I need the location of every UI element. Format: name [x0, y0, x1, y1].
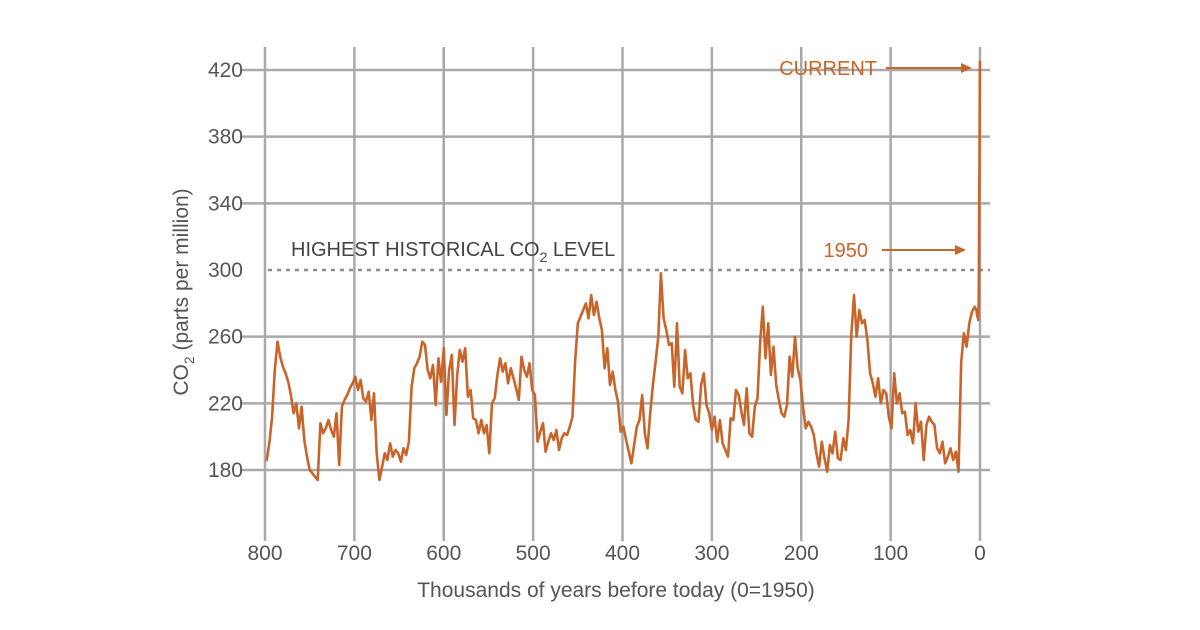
x-tick-labels: 800 700 600 500 400 300 200 100 0	[247, 542, 985, 565]
y-tick-labels: 180 220 260 300 340 380 420	[208, 59, 243, 482]
y-tick-220: 220	[208, 392, 243, 415]
y-tick-300: 300	[208, 259, 243, 282]
x-tick-600: 600	[426, 542, 461, 565]
x-tick-800: 800	[247, 542, 282, 565]
highest-historical-level-label: HIGHEST HISTORICAL CO2 LEVEL	[291, 239, 615, 265]
x-tick-500: 500	[516, 542, 551, 565]
y-tick-260: 260	[208, 326, 243, 349]
annotations: CURRENT 1950	[779, 58, 972, 262]
x-tick-100: 100	[873, 542, 908, 565]
x-tick-300: 300	[694, 542, 729, 565]
annotation-1950-arrowhead-icon	[955, 245, 966, 255]
y-tick-380: 380	[208, 126, 243, 149]
x-tick-200: 200	[784, 542, 819, 565]
x-tick-0: 0	[974, 542, 986, 565]
x-tick-700: 700	[337, 542, 372, 565]
y-tick-420: 420	[208, 59, 243, 82]
y-axis-label: CO2 (parts per million)	[170, 188, 197, 395]
x-tick-400: 400	[605, 542, 640, 565]
vertical-gridlines	[263, 47, 982, 541]
x-axis-label: Thousands of years before today (0=1950)	[417, 579, 815, 602]
co2-series-line	[265, 60, 982, 482]
y-tick-180: 180	[208, 459, 243, 482]
annotation-current-arrowhead-icon	[961, 63, 972, 73]
y-tick-340: 340	[208, 192, 243, 215]
horizontal-gridlines	[240, 68, 990, 472]
annotation-1950-label: 1950	[824, 240, 869, 262]
annotation-current-label: CURRENT	[779, 58, 877, 80]
